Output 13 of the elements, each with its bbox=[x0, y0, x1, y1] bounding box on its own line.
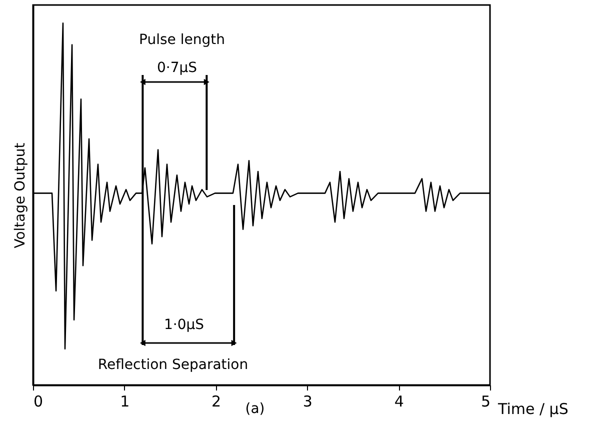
x-tick-label: 3 bbox=[302, 392, 312, 410]
x-tick-label: 0 bbox=[34, 392, 44, 410]
annotation: 1·0µS bbox=[164, 317, 204, 333]
annotation: Pulse length bbox=[139, 32, 225, 48]
x-tick-label: 4 bbox=[394, 392, 404, 410]
annotation: Reflection Separation bbox=[98, 357, 248, 373]
y-axis-title: Voltage Output bbox=[12, 142, 28, 248]
x-tick-label: 2 bbox=[212, 392, 222, 410]
x-tick-label: 1 bbox=[120, 392, 130, 410]
x-tick-label: 5 bbox=[480, 392, 490, 410]
annotation: 0·7µS bbox=[156, 60, 198, 76]
x-axis-title: Time / µS bbox=[497, 400, 568, 418]
text: (a) bbox=[245, 401, 265, 417]
